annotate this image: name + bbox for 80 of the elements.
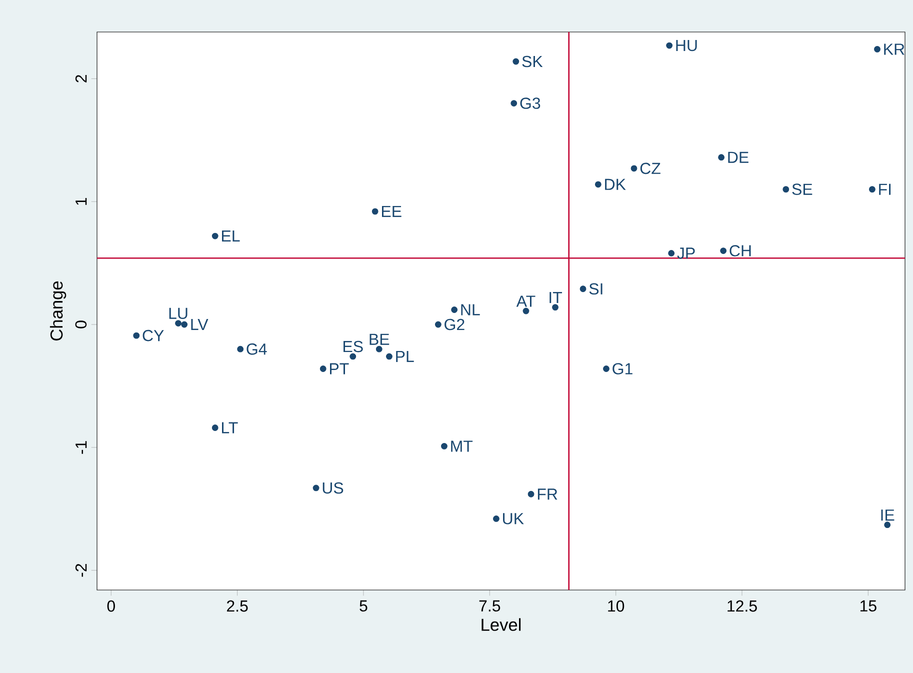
annotation: EE <box>382 206 402 217</box>
point <box>133 332 140 339</box>
annotation: DK <box>605 178 626 190</box>
x-tick-label: 10 <box>608 600 624 612</box>
y-tick-label: 1 <box>76 198 87 205</box>
annotation: AT <box>516 296 536 307</box>
point <box>372 208 378 215</box>
annotation: G4 <box>246 343 267 355</box>
annotation: BE <box>370 334 390 345</box>
point <box>782 186 790 193</box>
annotation: JP <box>677 248 695 259</box>
point <box>350 353 356 360</box>
point <box>451 306 458 313</box>
annotation: SI <box>589 283 602 295</box>
point <box>386 353 392 360</box>
annotation: US <box>322 482 344 494</box>
annotation: IE <box>881 510 894 521</box>
point <box>312 484 320 492</box>
point <box>720 248 727 254</box>
annotation: LT <box>222 422 238 434</box>
point <box>884 522 891 528</box>
y-tick-label: -2 <box>75 564 87 577</box>
annotation: IT <box>550 292 562 304</box>
annotation: SE <box>792 184 812 195</box>
point <box>718 154 725 161</box>
point <box>603 366 610 372</box>
annotation: SK <box>522 56 543 68</box>
y-tick-label: -1 <box>76 441 87 454</box>
annotation: UK <box>503 513 524 524</box>
annotation: ES <box>344 340 363 352</box>
annotation: CZ <box>640 162 660 174</box>
annotation: EL <box>222 230 240 242</box>
annotation: NL <box>461 304 480 316</box>
point <box>175 320 182 326</box>
point <box>493 516 500 522</box>
y-axis-title: Change <box>50 281 66 340</box>
annotation: FR <box>538 488 558 500</box>
x-tick-label: 15 <box>860 600 876 612</box>
x-tick-label: 2.5 <box>226 600 248 612</box>
annotation: HU <box>676 40 697 52</box>
annotation: KR <box>884 44 904 55</box>
annotation: CY <box>142 330 164 342</box>
point <box>522 308 530 314</box>
point <box>528 490 534 498</box>
x-tick-label: 5 <box>360 600 368 612</box>
point <box>666 42 673 49</box>
annotation: G2 <box>444 318 464 330</box>
point <box>441 442 448 450</box>
y-tick-label: 2 <box>75 75 87 82</box>
annotation: MT <box>451 440 473 452</box>
point <box>510 100 518 106</box>
point <box>874 46 880 52</box>
y-tick-label: 0 <box>75 320 87 328</box>
point <box>630 165 638 172</box>
point <box>552 304 558 311</box>
point <box>434 321 442 328</box>
annotation: LV <box>191 319 208 330</box>
annotation: PT <box>330 363 349 374</box>
x-tick-label: 0 <box>107 600 115 612</box>
point <box>376 346 382 352</box>
x-tick-label: 7.5 <box>479 600 500 612</box>
point <box>237 346 244 352</box>
annotation: CH <box>730 245 751 256</box>
annotation: PL <box>396 350 414 362</box>
point <box>580 286 586 292</box>
annotation: G3 <box>520 98 540 109</box>
x-axis-title: Level <box>482 618 521 631</box>
point <box>869 186 876 193</box>
annotation: G1 <box>612 363 632 374</box>
point <box>668 250 675 256</box>
point <box>512 58 520 65</box>
annotation: FI <box>879 184 891 195</box>
point <box>212 232 218 240</box>
point <box>212 424 218 431</box>
annotation: DE <box>728 152 748 163</box>
annotation: LU <box>169 308 188 320</box>
point <box>594 181 602 188</box>
point <box>320 366 326 372</box>
point <box>181 321 188 328</box>
x-tick-label: 12.5 <box>728 600 757 612</box>
